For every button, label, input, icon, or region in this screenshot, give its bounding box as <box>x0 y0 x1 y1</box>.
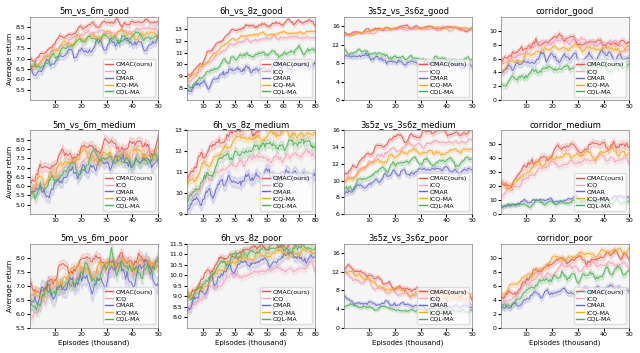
Legend: OMAC(ours), ICQ, OMAR, ICQ-MA, CQL-MA: OMAC(ours), ICQ, OMAR, ICQ-MA, CQL-MA <box>260 287 312 324</box>
X-axis label: Episodes (thousand): Episodes (thousand) <box>58 340 130 346</box>
Legend: OMAC(ours), ICQ, OMAR, ICQ-MA, CQL-MA: OMAC(ours), ICQ, OMAR, ICQ-MA, CQL-MA <box>260 173 312 211</box>
Title: 3s5z_vs_3s6z_medium: 3s5z_vs_3s6z_medium <box>360 121 456 130</box>
Legend: OMAC(ours), ICQ, OMAR, ICQ-MA, CQL-MA: OMAC(ours), ICQ, OMAR, ICQ-MA, CQL-MA <box>260 59 312 97</box>
X-axis label: Episodes (thousand): Episodes (thousand) <box>529 340 601 346</box>
Title: 6h_vs_8z_poor: 6h_vs_8z_poor <box>220 234 282 243</box>
Title: 5m_vs_6m_poor: 5m_vs_6m_poor <box>60 234 128 243</box>
Legend: OMAC(ours), ICQ, OMAR, ICQ-MA, CQL-MA: OMAC(ours), ICQ, OMAR, ICQ-MA, CQL-MA <box>102 173 155 211</box>
Y-axis label: Average return: Average return <box>7 260 13 312</box>
Legend: OMAC(ours), ICQ, OMAR, ICQ-MA, CQL-MA: OMAC(ours), ICQ, OMAR, ICQ-MA, CQL-MA <box>573 173 626 211</box>
X-axis label: Episodes (thousand): Episodes (thousand) <box>372 340 444 346</box>
Legend: OMAC(ours), ICQ, OMAR, ICQ-MA, CQL-MA: OMAC(ours), ICQ, OMAR, ICQ-MA, CQL-MA <box>102 287 155 324</box>
Legend: OMAC(ours), ICQ, OMAR, ICQ-MA, CQL-MA: OMAC(ours), ICQ, OMAR, ICQ-MA, CQL-MA <box>573 59 626 97</box>
Title: 6h_vs_8z_medium: 6h_vs_8z_medium <box>212 121 289 130</box>
Title: 6h_vs_8z_good: 6h_vs_8z_good <box>219 7 283 16</box>
Legend: OMAC(ours), ICQ, OMAR, ICQ-MA, CQL-MA: OMAC(ours), ICQ, OMAR, ICQ-MA, CQL-MA <box>417 173 469 211</box>
Title: corridor_poor: corridor_poor <box>537 234 593 243</box>
Y-axis label: Average return: Average return <box>7 32 13 85</box>
Title: 3s5z_vs_3s6z_good: 3s5z_vs_3s6z_good <box>367 7 449 16</box>
Title: 3s5z_vs_3s6z_poor: 3s5z_vs_3s6z_poor <box>368 234 448 243</box>
Y-axis label: Average return: Average return <box>7 146 13 198</box>
X-axis label: Episodes (thousand): Episodes (thousand) <box>215 340 287 346</box>
Legend: OMAC(ours), ICQ, OMAR, ICQ-MA, CQL-MA: OMAC(ours), ICQ, OMAR, ICQ-MA, CQL-MA <box>102 59 155 97</box>
Title: corridor_good: corridor_good <box>536 7 594 16</box>
Legend: OMAC(ours), ICQ, OMAR, ICQ-MA, CQL-MA: OMAC(ours), ICQ, OMAR, ICQ-MA, CQL-MA <box>417 287 469 324</box>
Legend: OMAC(ours), ICQ, OMAR, ICQ-MA, CQL-MA: OMAC(ours), ICQ, OMAR, ICQ-MA, CQL-MA <box>417 59 469 97</box>
Title: corridor_medium: corridor_medium <box>529 121 601 130</box>
Legend: OMAC(ours), ICQ, OMAR, ICQ-MA, CQL-MA: OMAC(ours), ICQ, OMAR, ICQ-MA, CQL-MA <box>573 287 626 324</box>
Title: 5m_vs_6m_medium: 5m_vs_6m_medium <box>52 121 136 130</box>
Title: 5m_vs_6m_good: 5m_vs_6m_good <box>59 7 129 16</box>
